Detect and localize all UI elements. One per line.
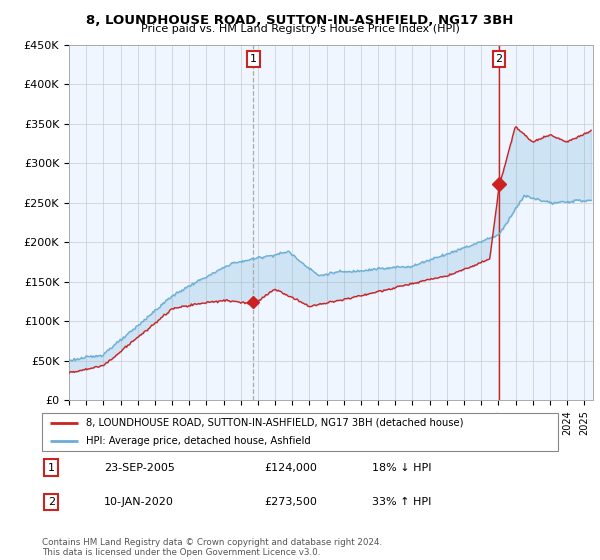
Text: 18% ↓ HPI: 18% ↓ HPI xyxy=(372,463,432,473)
Text: 8, LOUNDHOUSE ROAD, SUTTON-IN-ASHFIELD, NG17 3BH: 8, LOUNDHOUSE ROAD, SUTTON-IN-ASHFIELD, … xyxy=(86,14,514,27)
Text: £124,000: £124,000 xyxy=(264,463,317,473)
Text: 8, LOUNDHOUSE ROAD, SUTTON-IN-ASHFIELD, NG17 3BH (detached house): 8, LOUNDHOUSE ROAD, SUTTON-IN-ASHFIELD, … xyxy=(86,418,463,428)
Text: 2: 2 xyxy=(495,54,502,64)
Text: Contains HM Land Registry data © Crown copyright and database right 2024.
This d: Contains HM Land Registry data © Crown c… xyxy=(42,538,382,557)
Text: 33% ↑ HPI: 33% ↑ HPI xyxy=(372,497,431,507)
Text: 2: 2 xyxy=(48,497,55,507)
FancyBboxPatch shape xyxy=(42,413,558,451)
Text: 1: 1 xyxy=(250,54,257,64)
Text: £273,500: £273,500 xyxy=(264,497,317,507)
Text: 10-JAN-2020: 10-JAN-2020 xyxy=(104,497,174,507)
Text: HPI: Average price, detached house, Ashfield: HPI: Average price, detached house, Ashf… xyxy=(86,436,311,446)
Text: 23-SEP-2005: 23-SEP-2005 xyxy=(104,463,175,473)
Text: 1: 1 xyxy=(48,463,55,473)
Text: Price paid vs. HM Land Registry's House Price Index (HPI): Price paid vs. HM Land Registry's House … xyxy=(140,24,460,34)
